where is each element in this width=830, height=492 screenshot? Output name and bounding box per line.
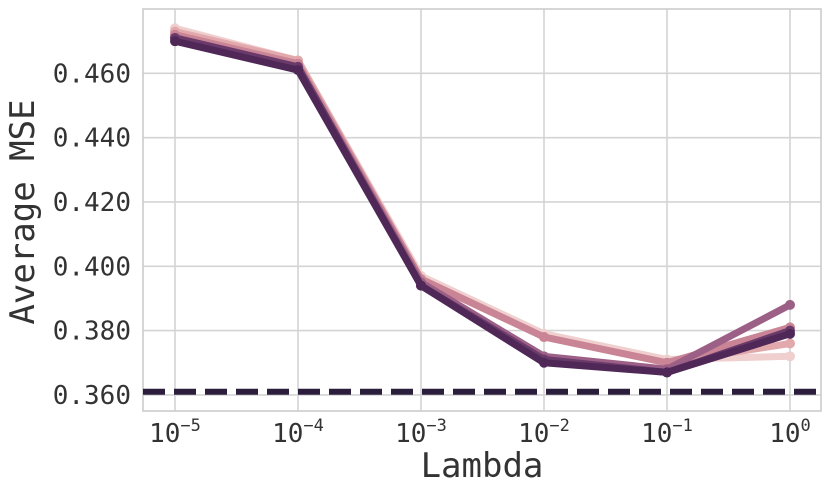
series-2-point-3 [539,332,549,343]
y-axis-label: Average MSE [3,99,43,324]
x-tick-label-1: 10−4 [272,416,324,449]
y-tick-label-3: 0.420 [53,188,131,218]
series-5-point-5 [785,328,795,339]
series-5-point-4 [662,367,672,378]
series-0-point-5 [785,351,795,362]
series-5-line [171,37,794,376]
y-tick-label-1: 0.380 [53,317,131,347]
x-tick-labels: 10−5 10−4 10−3 10−2 10−1 100 [149,416,811,449]
x-tick-label-5: 100 [769,416,811,449]
x-tick-label-0: 10−5 [149,416,201,449]
series-5-point-2 [416,280,426,291]
series-3-point-5 [785,299,795,310]
series-layer [170,23,795,378]
series-5-point-1 [293,65,303,76]
series-5 [170,36,795,378]
y-tick-label-4: 0.440 [53,124,131,154]
x-tick-label-3: 10−2 [518,416,570,449]
series-5-point-0 [170,36,180,47]
series-2-line [171,31,794,367]
x-tick-label-4: 10−1 [641,416,693,449]
grid [143,9,821,411]
x-axis-label: Lambda [421,446,544,486]
y-tick-label-2: 0.400 [53,252,131,282]
x-tick-label-2: 10−3 [395,416,447,449]
series-5-point-3 [539,357,549,368]
series-0 [170,23,795,365]
y-tick-labels: 0.360 0.380 0.400 0.420 0.440 0.460 [53,59,131,411]
series-1-point-5 [785,338,795,349]
y-tick-label-5: 0.460 [53,59,131,89]
plot-frame [142,8,822,412]
series-1-line [171,28,794,367]
y-tick-label-0: 0.360 [53,381,131,411]
